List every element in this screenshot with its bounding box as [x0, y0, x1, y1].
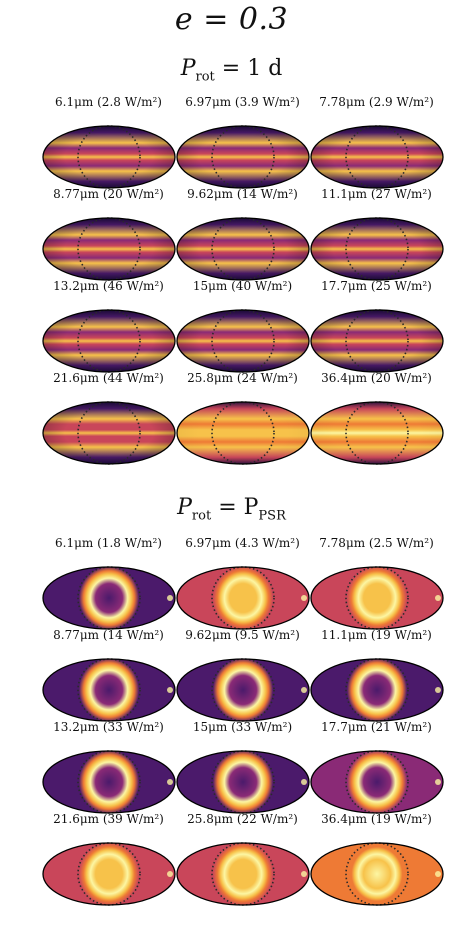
section-title-rot-1d: Prot = 1 d: [180, 56, 283, 85]
map-outline: [176, 125, 310, 189]
panel-label: 6.1μm (1.8 W/m²): [55, 536, 162, 550]
mollweide-map: [310, 842, 444, 906]
mollweide-map: [42, 658, 176, 722]
main-title: e = 0.3: [174, 2, 289, 37]
mollweide-map: [310, 658, 444, 722]
map-outline: [176, 217, 310, 281]
map-outline: [42, 217, 176, 281]
map-outline: [176, 566, 310, 630]
panel-label: 11.1μm (19 W/m²): [321, 628, 432, 642]
mollweide-map: [176, 401, 310, 465]
panel-label: 6.97μm (3.9 W/m²): [185, 95, 300, 109]
mollweide-map: [176, 658, 310, 722]
map-outline: [176, 401, 310, 465]
mollweide-map: [176, 217, 310, 281]
map-outline: [42, 566, 176, 630]
mollweide-map: [176, 309, 310, 373]
panel-label: 6.1μm (2.8 W/m²): [55, 95, 162, 109]
mollweide-map: [310, 401, 444, 465]
panel-label: 9.62μm (9.5 W/m²): [185, 628, 300, 642]
mollweide-map: [310, 217, 444, 281]
map-outline: [42, 658, 176, 722]
section-title-rot-psr: Prot = PPSR: [177, 495, 286, 524]
mollweide-map: [176, 750, 310, 814]
mollweide-map: [42, 217, 176, 281]
mollweide-map: [176, 842, 310, 906]
map-outline: [310, 750, 444, 814]
panel-label: 36.4μm (20 W/m²): [321, 371, 432, 385]
map-outline: [310, 401, 444, 465]
panel-label: 7.78μm (2.9 W/m²): [319, 95, 434, 109]
panel-label: 15μm (33 W/m²): [192, 720, 293, 734]
mollweide-map: [176, 125, 310, 189]
panel-label: 7.78μm (2.5 W/m²): [319, 536, 434, 550]
map-outline: [310, 125, 444, 189]
panel-label: 36.4μm (19 W/m²): [321, 812, 432, 826]
map-outline: [42, 401, 176, 465]
panel-label: 13.2μm (46 W/m²): [53, 279, 164, 293]
panel-label: 25.8μm (24 W/m²): [187, 371, 298, 385]
map-outline: [176, 842, 310, 906]
mollweide-map: [310, 309, 444, 373]
mollweide-map: [42, 566, 176, 630]
panel-label: 13.2μm (33 W/m²): [53, 720, 164, 734]
map-outline: [310, 842, 444, 906]
panel-label: 25.8μm (22 W/m²): [187, 812, 298, 826]
mollweide-map: [310, 566, 444, 630]
map-outline: [176, 750, 310, 814]
panel-label: 21.6μm (44 W/m²): [53, 371, 164, 385]
mollweide-map: [42, 750, 176, 814]
map-outline: [310, 658, 444, 722]
map-outline: [310, 217, 444, 281]
mollweide-map: [176, 566, 310, 630]
mollweide-map: [42, 125, 176, 189]
panel-label: 15μm (40 W/m²): [192, 279, 293, 293]
map-outline: [42, 750, 176, 814]
panel-label: 6.97μm (4.3 W/m²): [185, 536, 300, 550]
map-outline: [176, 658, 310, 722]
panel-label: 9.62μm (14 W/m²): [187, 187, 298, 201]
panel-label: 17.7μm (21 W/m²): [321, 720, 432, 734]
mollweide-map: [42, 842, 176, 906]
panel-label: 21.6μm (39 W/m²): [53, 812, 164, 826]
mollweide-map: [42, 309, 176, 373]
map-outline: [42, 125, 176, 189]
map-outline: [310, 309, 444, 373]
map-outline: [176, 309, 310, 373]
mollweide-map: [42, 401, 176, 465]
map-outline: [310, 566, 444, 630]
panel-label: 8.77μm (20 W/m²): [53, 187, 164, 201]
mollweide-map: [310, 125, 444, 189]
panel-label: 11.1μm (27 W/m²): [321, 187, 432, 201]
mollweide-map: [310, 750, 444, 814]
panel-label: 8.77μm (14 W/m²): [53, 628, 164, 642]
panel-label: 17.7μm (25 W/m²): [321, 279, 432, 293]
map-outline: [42, 842, 176, 906]
map-outline: [42, 309, 176, 373]
